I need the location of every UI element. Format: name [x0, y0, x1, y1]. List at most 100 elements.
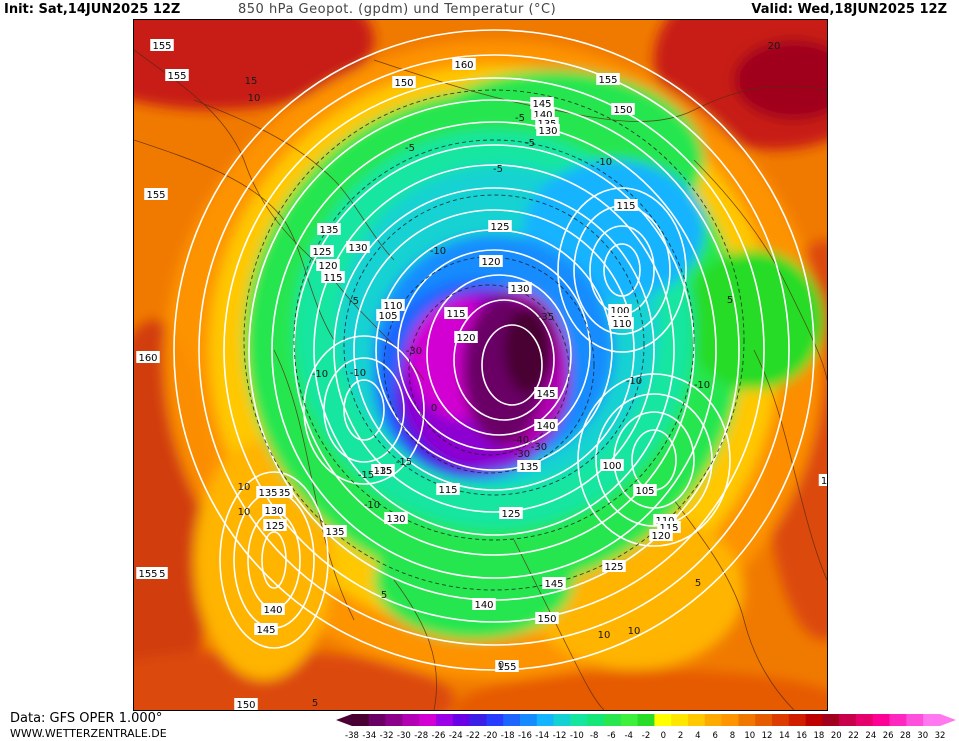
- legend-tick-label: -6: [607, 731, 615, 741]
- temperature-label: -5: [493, 164, 503, 175]
- legend-tick-label: -12: [553, 731, 567, 741]
- svg-text:130: 130: [264, 506, 283, 517]
- svg-text:115: 115: [438, 485, 457, 496]
- site-url[interactable]: WWW.WETTERZENTRALE.DE: [10, 727, 167, 740]
- geopotential-label: 145: [530, 97, 554, 110]
- legend-tick-label: 12: [762, 731, 773, 741]
- geopotential-label: 140: [534, 419, 558, 432]
- svg-text:115: 115: [323, 273, 342, 284]
- temperature-label: 15: [245, 76, 258, 87]
- geopotential-contours: [173, 29, 815, 671]
- legend-swatch: [788, 714, 807, 726]
- svg-text:100: 100: [602, 461, 621, 472]
- legend-tick-label: 18: [814, 731, 825, 741]
- geopotential-label: 150: [535, 612, 559, 625]
- temperature-label: -10: [364, 500, 380, 511]
- legend-swatch: [436, 714, 454, 726]
- legend-tick-label: -4: [624, 731, 632, 741]
- svg-text:160: 160: [138, 353, 157, 364]
- legend-swatch: [385, 714, 403, 726]
- temperature-label: 10: [238, 482, 251, 493]
- legend-swatch: [755, 714, 773, 726]
- legend-swatch: [856, 714, 874, 726]
- legend-tick-label: -18: [501, 731, 515, 741]
- legend-tick-label: 28: [900, 731, 911, 741]
- legend-swatch: [503, 714, 521, 726]
- geopotential-label: 125: [499, 507, 523, 520]
- legend-left-arrow: [336, 714, 352, 726]
- legend-swatch: [570, 714, 588, 726]
- legend-tick-label: -22: [466, 731, 480, 741]
- legend-swatch: [889, 714, 907, 726]
- legend-swatch: [469, 714, 487, 726]
- legend-tick-label: -2: [642, 731, 650, 741]
- legend-tick-label: -24: [449, 731, 463, 741]
- svg-text:125: 125: [604, 562, 623, 573]
- temperature-label: -10: [312, 369, 328, 380]
- svg-text:150: 150: [394, 78, 413, 89]
- geopotential-label: 160: [452, 58, 476, 71]
- temperature-label: -10: [694, 380, 710, 391]
- svg-text:135: 135: [271, 488, 290, 499]
- geopotential-label: 120: [649, 529, 673, 542]
- geopotential-label: 155: [136, 567, 160, 580]
- svg-text:120: 120: [651, 531, 670, 542]
- geopotential-label: 145: [534, 387, 558, 400]
- legend-tick-label: -10: [570, 731, 584, 741]
- legend-swatch: [671, 714, 689, 726]
- legend-tick-label: 6: [712, 731, 717, 741]
- svg-text:120: 120: [318, 261, 337, 272]
- legend-swatch: [822, 714, 840, 726]
- legend-swatch: [520, 714, 538, 726]
- legend-tick-label: 26: [883, 731, 894, 741]
- geopotential-label: 135: [371, 464, 395, 477]
- temperature-label: -5: [525, 138, 535, 149]
- svg-text:145: 145: [536, 389, 555, 400]
- svg-text:130: 130: [510, 284, 529, 295]
- legend-swatch: [419, 714, 437, 726]
- legend-tick-label: -34: [362, 731, 376, 741]
- svg-text:105: 105: [635, 486, 654, 497]
- geopotential-label: 150: [392, 76, 416, 89]
- legend-swatch: [620, 714, 639, 726]
- svg-text:150: 150: [236, 700, 255, 710]
- temperature-label: -5: [515, 113, 525, 124]
- temperature-labels: -5-10-10-10-5-10-15-15-10-10-5-5-5-10-15…: [238, 41, 781, 709]
- geopotential-label: 160: [136, 351, 160, 364]
- legend-swatch: [923, 714, 941, 726]
- svg-text:135: 135: [258, 488, 277, 499]
- geopotential-label: 140: [472, 598, 496, 611]
- svg-text:105: 105: [378, 311, 397, 322]
- geopotential-label: 110: [610, 317, 634, 330]
- geopotential-label: 150: [611, 103, 635, 116]
- legend-swatch: [839, 714, 857, 726]
- svg-text:135: 135: [519, 462, 538, 473]
- temperature-label: -30: [531, 442, 547, 453]
- svg-text:120: 120: [456, 333, 475, 344]
- legend-swatch: [553, 714, 571, 726]
- legend-tick-label: 22: [848, 731, 859, 741]
- geopotential-label: 145: [542, 577, 566, 590]
- legend-swatch: [486, 714, 504, 726]
- legend-swatch: [772, 714, 790, 726]
- geopotential-label: 125: [602, 560, 626, 573]
- svg-text:130: 130: [386, 514, 405, 525]
- geopotential-label: 105: [633, 484, 657, 497]
- temperature-label: 20: [768, 41, 781, 52]
- geopotential-label: 120: [479, 255, 503, 268]
- svg-text:115: 115: [659, 523, 678, 534]
- svg-text:110: 110: [612, 319, 631, 330]
- svg-text:155: 155: [598, 75, 617, 86]
- geopotential-label: 135: [317, 223, 341, 236]
- svg-text:155: 155: [152, 41, 171, 52]
- svg-text:150: 150: [613, 105, 632, 116]
- color-legend: -38 -34 -32 -30 -28 -26 -24 -22 -20 -18 -16 -14 -12-…: [336, 714, 956, 741]
- legend-swatch: [738, 714, 756, 726]
- svg-text:155: 155: [497, 662, 516, 673]
- legend-ticks: -38 -34 -32 -30 -28 -26 -24 -22 -20 -18 -16 -14 -12-…: [345, 731, 945, 741]
- legend-tick-label: 24: [865, 731, 876, 741]
- legend-tick-label: 8: [730, 731, 735, 741]
- legend-tick-label: -14: [535, 731, 549, 741]
- temperature-label: 5: [381, 590, 387, 601]
- temperature-label: -5: [349, 296, 359, 307]
